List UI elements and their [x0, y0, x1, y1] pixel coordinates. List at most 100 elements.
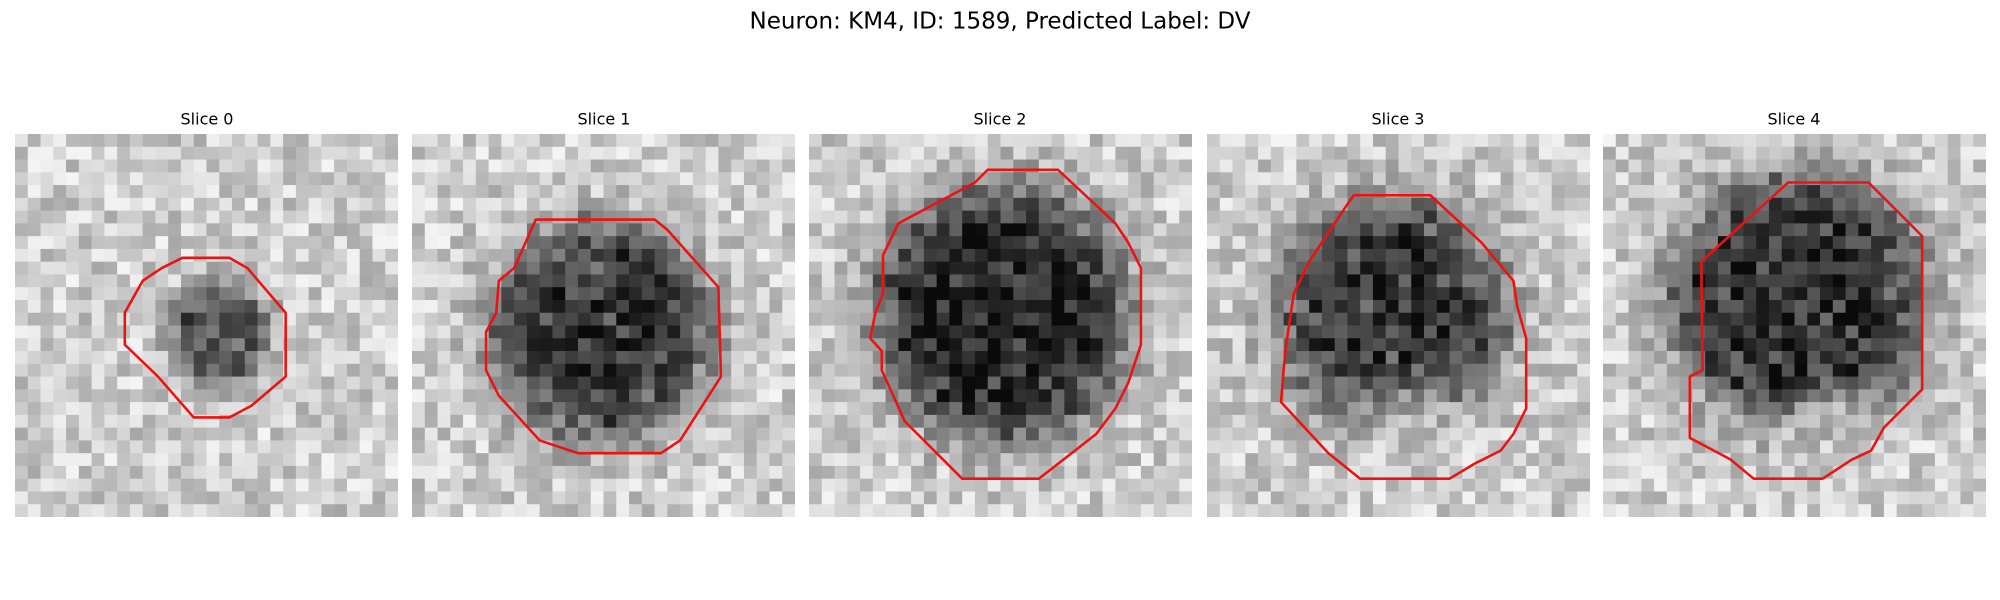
- pixel: [117, 274, 131, 288]
- pixel: [821, 236, 836, 250]
- pixel: [155, 210, 169, 225]
- pixel: [692, 465, 707, 480]
- pixel: [91, 299, 106, 314]
- pixel: [1077, 478, 1091, 493]
- pixel: [898, 223, 912, 237]
- pixel: [168, 185, 182, 199]
- pixel: [244, 478, 259, 493]
- pixel: [1666, 363, 1681, 378]
- pixel: [821, 210, 836, 225]
- pixel: [142, 248, 157, 263]
- pixel: [385, 159, 398, 173]
- pixel: [1526, 427, 1540, 442]
- pixel: [629, 261, 643, 276]
- pixel: [1500, 325, 1515, 339]
- pixel: [756, 427, 771, 442]
- pixel: [1449, 299, 1463, 314]
- pixel: [1807, 197, 1821, 212]
- pixel: [463, 312, 477, 327]
- pixel: [53, 287, 67, 301]
- pixel: [1832, 351, 1847, 365]
- pixel: [1013, 491, 1027, 505]
- pixel: [1577, 236, 1590, 250]
- pixel: [1615, 338, 1630, 352]
- pixel: [718, 338, 732, 352]
- pixel: [539, 261, 554, 276]
- pixel: [117, 261, 131, 276]
- pixel: [1487, 312, 1502, 327]
- pixel: [1666, 453, 1681, 467]
- pixel: [641, 453, 656, 467]
- pixel: [180, 312, 195, 327]
- pixel: [359, 146, 374, 161]
- pixel: [911, 325, 925, 339]
- pixel: [463, 210, 477, 225]
- pixel: [847, 414, 861, 429]
- pixel: [257, 210, 271, 225]
- pixel: [1845, 414, 1859, 429]
- pixel: [577, 312, 592, 327]
- pixel: [424, 491, 439, 505]
- pixel: [1051, 172, 1065, 186]
- pixel: [1794, 159, 1808, 173]
- pixel: [78, 363, 93, 378]
- pixel: [1013, 504, 1027, 517]
- pixel: [424, 248, 439, 263]
- pixel: [1245, 223, 1259, 237]
- pixel: [692, 491, 707, 505]
- pixel: [885, 287, 900, 301]
- pixel: [782, 440, 795, 454]
- pixel: [1232, 248, 1246, 263]
- pixel: [1615, 236, 1630, 250]
- pixel: [412, 287, 426, 301]
- pixel: [1768, 312, 1783, 327]
- pixel: [872, 312, 887, 327]
- pixel: [1270, 287, 1285, 301]
- pixel: [501, 389, 515, 403]
- pixel: [283, 274, 297, 288]
- pixel: [1398, 287, 1412, 301]
- pixel: [821, 478, 836, 493]
- pixel: [1871, 159, 1885, 173]
- pixel: [847, 172, 861, 186]
- pixel: [501, 478, 515, 493]
- pixel: [257, 248, 271, 263]
- pixel: [1283, 351, 1298, 365]
- pixel: [1820, 338, 1834, 352]
- pixel: [667, 389, 681, 403]
- pixel: [603, 453, 617, 467]
- pixel: [1756, 440, 1770, 454]
- pixel: [1960, 504, 1974, 517]
- pixel: [1115, 478, 1129, 493]
- pixel: [1334, 134, 1349, 148]
- pixel: [936, 146, 951, 161]
- pixel: [769, 504, 783, 517]
- pixel: [295, 427, 310, 442]
- pixel: [974, 287, 989, 301]
- pixel: [654, 351, 668, 365]
- pixel: [654, 299, 668, 314]
- pixel: [1947, 440, 1962, 454]
- pixel: [232, 376, 246, 390]
- pixel: [1513, 440, 1527, 454]
- pixel: [936, 351, 951, 365]
- pixel: [1077, 491, 1091, 505]
- pixel: [270, 172, 284, 186]
- pixel: [1717, 274, 1732, 288]
- pixel: [1296, 504, 1310, 517]
- pixel: [1730, 491, 1745, 505]
- pixel: [1424, 261, 1438, 276]
- pixel: [1179, 465, 1192, 480]
- pixel: [641, 248, 656, 263]
- pixel: [590, 453, 605, 467]
- pixel: [424, 146, 439, 161]
- pixel: [552, 159, 566, 173]
- pixel: [1179, 299, 1192, 314]
- pixel: [129, 465, 144, 480]
- pixel: [295, 197, 310, 212]
- pixel: [1705, 172, 1719, 186]
- pixel: [1756, 363, 1770, 378]
- pixel: [911, 159, 925, 173]
- pixel: [847, 351, 861, 365]
- pixel: [1013, 312, 1027, 327]
